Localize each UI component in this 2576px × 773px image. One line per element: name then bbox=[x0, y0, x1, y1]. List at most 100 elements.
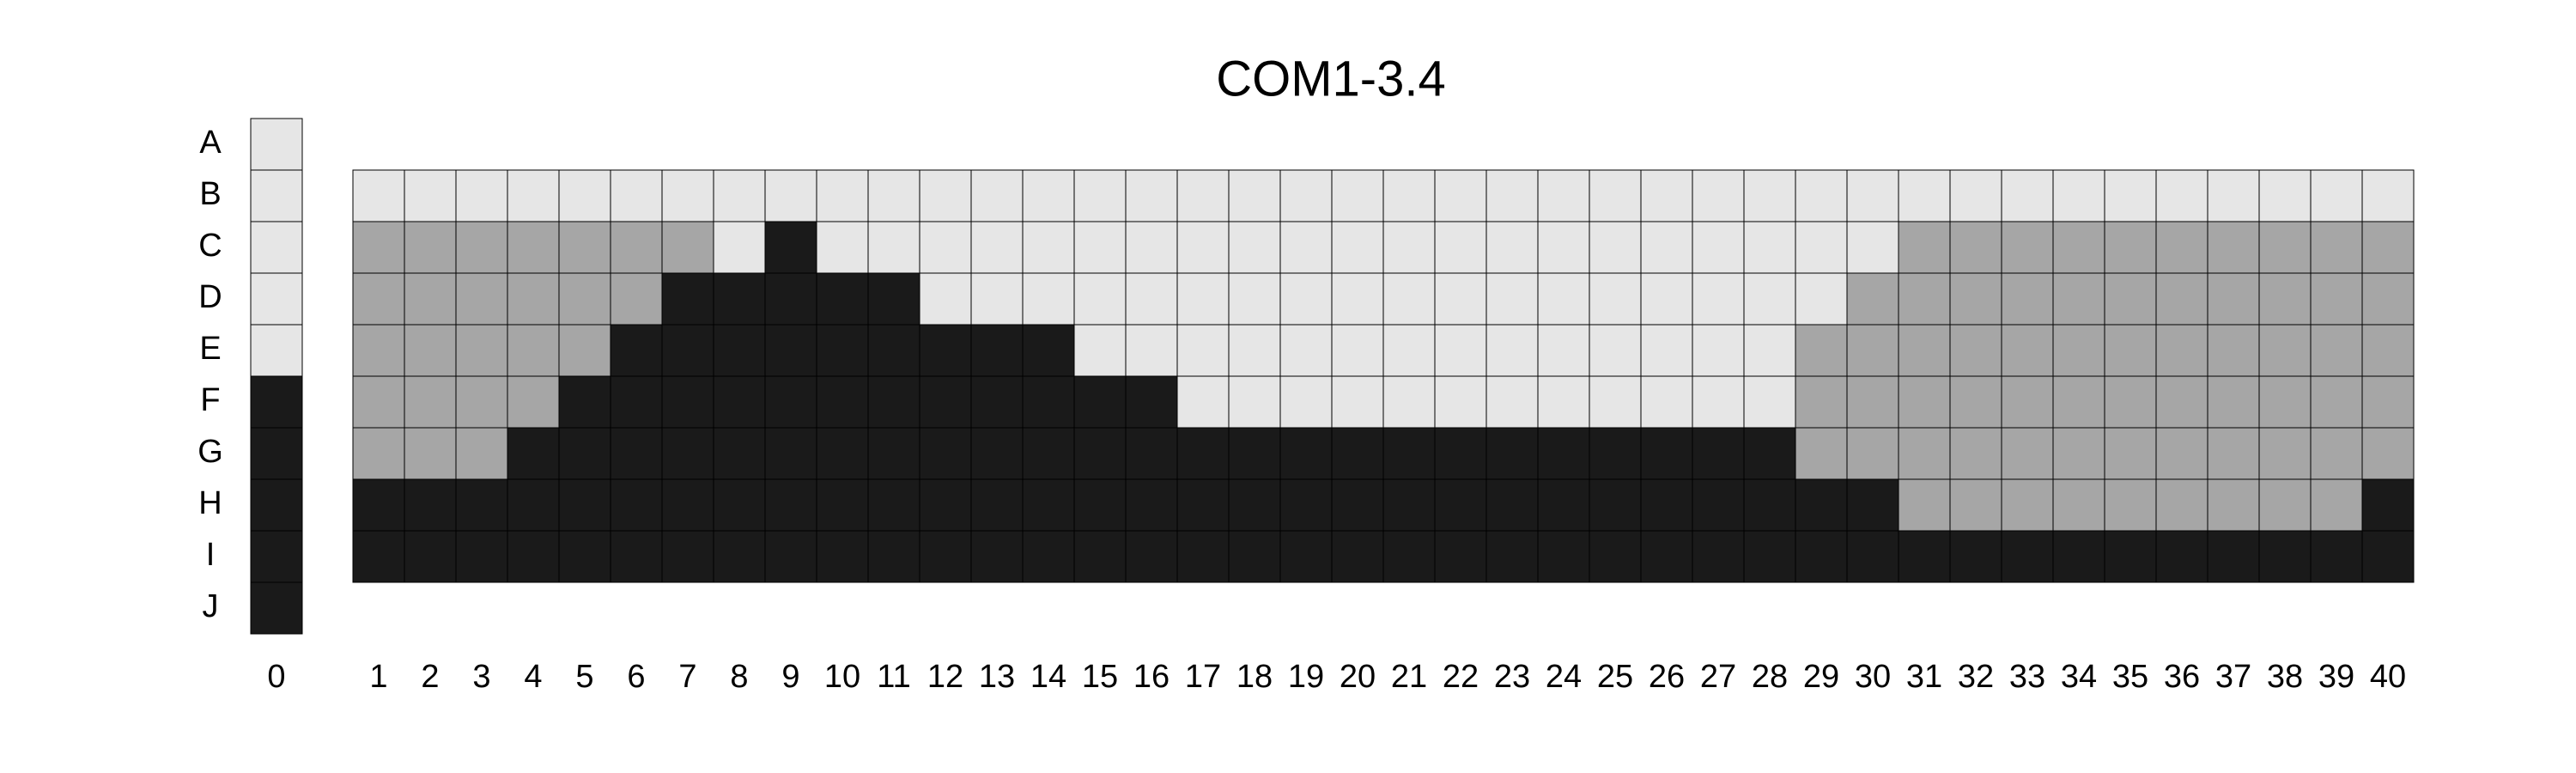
grid-cell bbox=[455, 169, 508, 222]
grid-cell bbox=[2001, 375, 2054, 429]
grid-cell bbox=[867, 375, 920, 429]
grid-cell bbox=[1485, 530, 1539, 583]
column-label: 19 bbox=[1288, 659, 1324, 695]
grid-cell bbox=[1589, 272, 1642, 326]
grid-cell bbox=[919, 324, 972, 377]
grid-cell bbox=[2258, 324, 2312, 377]
grid-cell bbox=[2258, 272, 2312, 326]
grid-cell bbox=[1434, 427, 1487, 480]
grid-cell bbox=[2155, 427, 2208, 480]
grid-cell bbox=[1382, 478, 1436, 532]
grid-cell bbox=[2258, 375, 2312, 429]
grid-cell bbox=[507, 324, 560, 377]
grid-cell bbox=[558, 324, 611, 377]
column-label: 11 bbox=[877, 659, 910, 695]
grid-cell bbox=[2104, 221, 2157, 274]
column-label: 1 bbox=[369, 659, 387, 695]
grid-cell bbox=[1331, 375, 1384, 429]
grid-cell bbox=[1589, 478, 1642, 532]
grid-cell bbox=[1073, 169, 1127, 222]
grid-cell bbox=[507, 427, 560, 480]
column-label: 18 bbox=[1236, 659, 1273, 695]
grid-cell bbox=[1846, 375, 1899, 429]
grid-cell bbox=[1537, 169, 1590, 222]
grid-cell bbox=[2361, 324, 2415, 377]
grid-cell bbox=[1228, 169, 1281, 222]
grid-cell bbox=[352, 375, 405, 429]
column-label: 4 bbox=[524, 659, 542, 695]
grid-cell bbox=[816, 427, 869, 480]
grid-cell bbox=[610, 530, 663, 583]
column0-cell bbox=[250, 324, 303, 377]
row-label: C bbox=[198, 228, 222, 264]
grid-cell bbox=[867, 272, 920, 326]
grid-cell bbox=[1434, 375, 1487, 429]
grid-cell bbox=[816, 272, 869, 326]
column-label: 39 bbox=[2318, 659, 2354, 695]
grid-cell bbox=[764, 324, 817, 377]
grid-cell bbox=[713, 530, 766, 583]
grid-cell bbox=[1485, 169, 1539, 222]
grid-cell bbox=[1125, 272, 1178, 326]
grid-cell bbox=[1228, 478, 1281, 532]
grid-cell bbox=[1743, 324, 1796, 377]
grid-cell bbox=[507, 272, 560, 326]
grid-cell bbox=[816, 375, 869, 429]
grid-cell bbox=[1331, 272, 1384, 326]
grid-cell bbox=[455, 375, 508, 429]
column0-cell bbox=[250, 581, 303, 635]
grid-cell bbox=[2104, 272, 2157, 326]
grid-cell bbox=[816, 530, 869, 583]
column-label: 9 bbox=[781, 659, 799, 695]
grid-cell bbox=[1176, 478, 1230, 532]
grid-cell bbox=[507, 530, 560, 583]
grid-cell bbox=[661, 272, 714, 326]
grid-cell bbox=[455, 530, 508, 583]
grid-cell bbox=[2104, 530, 2157, 583]
grid-cell bbox=[1279, 427, 1333, 480]
grid-cell bbox=[1279, 530, 1333, 583]
column-label: 7 bbox=[678, 659, 696, 695]
grid-cell bbox=[764, 478, 817, 532]
grid-cell bbox=[1846, 478, 1899, 532]
column0-cell bbox=[250, 530, 303, 583]
grid-cell bbox=[1846, 272, 1899, 326]
grid-cell bbox=[1949, 427, 2002, 480]
grid-cell bbox=[1331, 169, 1384, 222]
grid-cell bbox=[2052, 530, 2105, 583]
grid-cell bbox=[1434, 530, 1487, 583]
grid-cell bbox=[1949, 375, 2002, 429]
grid-cell bbox=[1898, 272, 1951, 326]
grid-cell bbox=[970, 169, 1024, 222]
grid-cell bbox=[610, 324, 663, 377]
grid-cell bbox=[2207, 324, 2260, 377]
grid-cell bbox=[1382, 375, 1436, 429]
grid-cell bbox=[1743, 427, 1796, 480]
grid-cell bbox=[2155, 478, 2208, 532]
grid-cell bbox=[610, 375, 663, 429]
grid-cell bbox=[2052, 375, 2105, 429]
grid-cell bbox=[2310, 427, 2363, 480]
grid-cell bbox=[1228, 324, 1281, 377]
grid-cell bbox=[1795, 324, 1848, 377]
grid-cell bbox=[1485, 427, 1539, 480]
grid-cell bbox=[1640, 478, 1693, 532]
grid-cell bbox=[1537, 478, 1590, 532]
grid-cell bbox=[1125, 169, 1178, 222]
grid-cell bbox=[1331, 530, 1384, 583]
column0-cell bbox=[250, 118, 303, 171]
grid-cell bbox=[1795, 221, 1848, 274]
grid-cell bbox=[867, 427, 920, 480]
grid-cell bbox=[1279, 375, 1333, 429]
grid-cell bbox=[2104, 375, 2157, 429]
grid-cell bbox=[455, 478, 508, 532]
grid-cell bbox=[2258, 169, 2312, 222]
grid-cell bbox=[2052, 169, 2105, 222]
grid-cell bbox=[2361, 375, 2415, 429]
column-label: 8 bbox=[730, 659, 748, 695]
row-label: H bbox=[198, 485, 222, 521]
grid-cell bbox=[1589, 169, 1642, 222]
grid-cell bbox=[455, 324, 508, 377]
title: COM1-3.4 bbox=[1216, 51, 1446, 107]
grid-cell bbox=[1898, 530, 1951, 583]
